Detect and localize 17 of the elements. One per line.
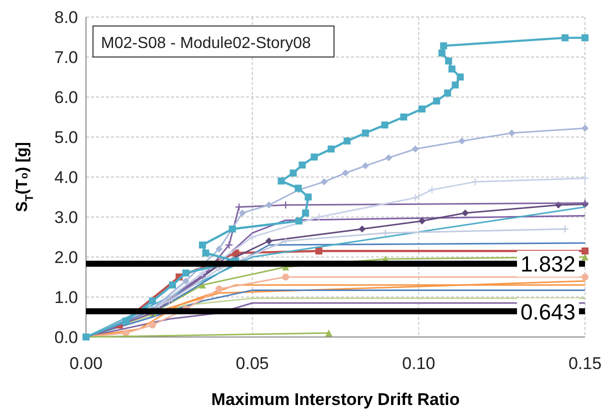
- x-axis-title: Maximum Interstory Drift Ratio: [211, 390, 460, 409]
- ref-line-label: 0.643: [520, 299, 576, 324]
- y-tick-label: 7.0: [54, 48, 78, 67]
- ref-line-label: 1.832: [520, 252, 576, 277]
- y-tick-label: 6.0: [54, 88, 78, 107]
- y-tick-label: 1.0: [54, 288, 78, 307]
- x-tick-label: 0.05: [236, 354, 269, 373]
- x-tick-label: 0.00: [69, 354, 103, 373]
- y-tick-label: 5.0: [54, 128, 78, 147]
- y-tick-label: 2.0: [54, 248, 78, 267]
- y-tick-label: 3.0: [54, 208, 78, 227]
- y-tick-label: 0.0: [54, 328, 78, 347]
- y-tick-label: 4.0: [54, 168, 78, 187]
- x-tick-label: 0.10: [402, 354, 436, 373]
- annotation: M02-S08 - Module02-Story08: [101, 35, 311, 52]
- y-tick-label: 8.0: [54, 8, 78, 27]
- x-tick-label: 0.15: [568, 354, 602, 373]
